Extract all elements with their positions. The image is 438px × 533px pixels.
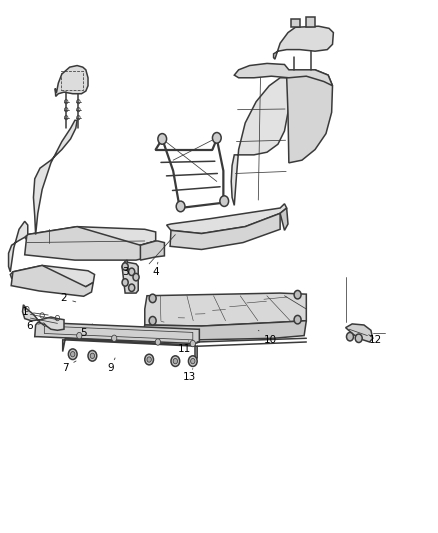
Circle shape xyxy=(90,353,95,359)
Circle shape xyxy=(355,334,362,343)
Polygon shape xyxy=(9,221,28,272)
Circle shape xyxy=(112,335,117,342)
Polygon shape xyxy=(346,324,373,342)
Text: 9: 9 xyxy=(107,358,115,373)
Polygon shape xyxy=(291,19,300,27)
Polygon shape xyxy=(287,70,332,163)
Text: 12: 12 xyxy=(369,335,382,345)
Circle shape xyxy=(188,356,197,367)
Polygon shape xyxy=(231,78,289,205)
Circle shape xyxy=(294,316,301,324)
Circle shape xyxy=(149,294,156,303)
Circle shape xyxy=(68,349,77,360)
Circle shape xyxy=(176,201,185,212)
Text: 13: 13 xyxy=(183,368,196,382)
Polygon shape xyxy=(145,293,306,326)
Text: 5: 5 xyxy=(80,324,92,338)
Text: 4: 4 xyxy=(152,262,159,277)
Circle shape xyxy=(190,341,195,347)
Circle shape xyxy=(191,359,195,364)
Circle shape xyxy=(71,352,75,357)
Polygon shape xyxy=(33,120,77,235)
Polygon shape xyxy=(63,338,197,358)
Text: 11: 11 xyxy=(177,341,191,354)
Circle shape xyxy=(122,263,128,270)
Polygon shape xyxy=(25,227,155,260)
Circle shape xyxy=(122,279,128,286)
Circle shape xyxy=(147,357,151,362)
Polygon shape xyxy=(306,17,315,27)
Text: 7: 7 xyxy=(62,361,76,373)
Circle shape xyxy=(129,284,135,292)
Circle shape xyxy=(158,134,166,144)
Circle shape xyxy=(346,333,353,341)
Text: 6: 6 xyxy=(26,321,44,331)
Circle shape xyxy=(173,359,177,364)
Polygon shape xyxy=(55,66,88,96)
Circle shape xyxy=(133,273,139,281)
Circle shape xyxy=(212,133,221,143)
Polygon shape xyxy=(22,305,64,330)
Circle shape xyxy=(149,317,156,325)
Polygon shape xyxy=(280,208,288,230)
Polygon shape xyxy=(11,265,93,296)
Circle shape xyxy=(129,268,135,276)
Polygon shape xyxy=(141,321,306,340)
Polygon shape xyxy=(122,260,138,293)
Polygon shape xyxy=(25,227,155,245)
Text: 2: 2 xyxy=(61,293,76,303)
Circle shape xyxy=(155,339,160,345)
Circle shape xyxy=(88,351,97,361)
Polygon shape xyxy=(11,265,95,287)
Polygon shape xyxy=(274,26,333,59)
Text: 1: 1 xyxy=(21,306,48,317)
Polygon shape xyxy=(35,322,199,344)
Circle shape xyxy=(220,196,229,206)
Polygon shape xyxy=(170,213,280,249)
Polygon shape xyxy=(234,63,332,86)
Circle shape xyxy=(294,290,301,299)
Circle shape xyxy=(171,356,180,367)
Text: 3: 3 xyxy=(122,264,128,277)
Text: 10: 10 xyxy=(258,330,277,345)
Circle shape xyxy=(77,333,82,339)
Polygon shape xyxy=(141,241,164,260)
Circle shape xyxy=(145,354,153,365)
Polygon shape xyxy=(166,204,287,233)
